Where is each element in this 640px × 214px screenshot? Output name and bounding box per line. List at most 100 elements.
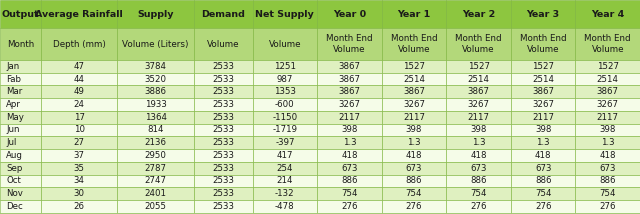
Bar [511, 0, 575, 28]
Text: 3867: 3867 [532, 87, 554, 96]
Bar [317, 60, 381, 73]
Text: 1.3: 1.3 [601, 138, 614, 147]
Text: 276: 276 [600, 202, 616, 211]
Bar [381, 187, 446, 200]
Bar [575, 0, 640, 28]
Bar [253, 85, 317, 98]
Text: Average Rainfall: Average Rainfall [35, 10, 123, 19]
Bar [381, 28, 446, 60]
Bar [118, 175, 194, 187]
Text: 30: 30 [74, 189, 85, 198]
Bar [511, 136, 575, 149]
Text: 3886: 3886 [145, 87, 166, 96]
Text: 3520: 3520 [145, 74, 166, 83]
Text: Year 4: Year 4 [591, 10, 625, 19]
Bar [381, 73, 446, 85]
Bar [194, 111, 253, 124]
Text: 398: 398 [470, 125, 487, 134]
Bar [0, 60, 41, 73]
Bar [317, 111, 381, 124]
Text: 2533: 2533 [212, 164, 234, 173]
Text: 2533: 2533 [212, 100, 234, 109]
Text: Month End
Volume: Month End Volume [584, 34, 631, 54]
Bar [0, 187, 41, 200]
Bar [194, 200, 253, 213]
Bar [194, 28, 253, 60]
Text: 1527: 1527 [596, 62, 619, 71]
Bar [317, 98, 381, 111]
Text: 754: 754 [470, 189, 487, 198]
Text: 2117: 2117 [403, 113, 425, 122]
Bar [511, 98, 575, 111]
Text: -1719: -1719 [273, 125, 298, 134]
Bar [511, 187, 575, 200]
Text: -600: -600 [275, 100, 294, 109]
Text: 673: 673 [535, 164, 552, 173]
Bar [575, 124, 640, 136]
Text: Month End
Volume: Month End Volume [390, 34, 437, 54]
Bar [41, 162, 118, 175]
Bar [317, 28, 381, 60]
Text: 1364: 1364 [145, 113, 166, 122]
Bar [446, 175, 511, 187]
Text: 418: 418 [535, 151, 552, 160]
Text: 1527: 1527 [403, 62, 425, 71]
Bar [446, 124, 511, 136]
Bar [253, 175, 317, 187]
Text: 418: 418 [406, 151, 422, 160]
Text: 3867: 3867 [596, 87, 619, 96]
Bar [0, 28, 41, 60]
Bar [41, 28, 118, 60]
Text: 417: 417 [276, 151, 293, 160]
Text: 2117: 2117 [339, 113, 360, 122]
Text: Jun: Jun [6, 125, 19, 134]
Text: 987: 987 [276, 74, 293, 83]
Text: Depth (mm): Depth (mm) [53, 40, 106, 49]
Text: Year 2: Year 2 [462, 10, 495, 19]
Text: Mar: Mar [6, 87, 22, 96]
Text: 418: 418 [341, 151, 358, 160]
Bar [0, 213, 640, 214]
Bar [41, 60, 118, 73]
Bar [0, 200, 41, 213]
Text: 1.3: 1.3 [536, 138, 550, 147]
Bar [446, 98, 511, 111]
Text: 17: 17 [74, 113, 85, 122]
Text: 3867: 3867 [339, 74, 360, 83]
Bar [511, 124, 575, 136]
Bar [446, 149, 511, 162]
Text: -132: -132 [275, 189, 294, 198]
Text: Nov: Nov [6, 189, 23, 198]
Text: 1527: 1527 [468, 62, 490, 71]
Bar [41, 111, 118, 124]
Text: 2533: 2533 [212, 125, 234, 134]
Bar [41, 124, 118, 136]
Text: 2533: 2533 [212, 189, 234, 198]
Text: 398: 398 [341, 125, 358, 134]
Bar [194, 0, 253, 28]
Bar [41, 136, 118, 149]
Text: 3867: 3867 [339, 62, 360, 71]
Text: 37: 37 [74, 151, 85, 160]
Text: Fab: Fab [6, 74, 21, 83]
Text: 24: 24 [74, 100, 85, 109]
Bar [41, 149, 118, 162]
Text: 673: 673 [600, 164, 616, 173]
Bar [41, 0, 118, 28]
Text: 886: 886 [406, 176, 422, 185]
Bar [0, 162, 41, 175]
Text: Supply: Supply [138, 10, 174, 19]
Text: 886: 886 [341, 176, 358, 185]
Text: Net Supply: Net Supply [255, 10, 314, 19]
Text: 2117: 2117 [596, 113, 619, 122]
Text: 2533: 2533 [212, 113, 234, 122]
Bar [317, 85, 381, 98]
Text: Volume (Liters): Volume (Liters) [122, 40, 189, 49]
Bar [253, 98, 317, 111]
Bar [194, 124, 253, 136]
Bar [118, 0, 194, 28]
Bar [253, 0, 317, 28]
Bar [118, 85, 194, 98]
Bar [446, 111, 511, 124]
Bar [194, 175, 253, 187]
